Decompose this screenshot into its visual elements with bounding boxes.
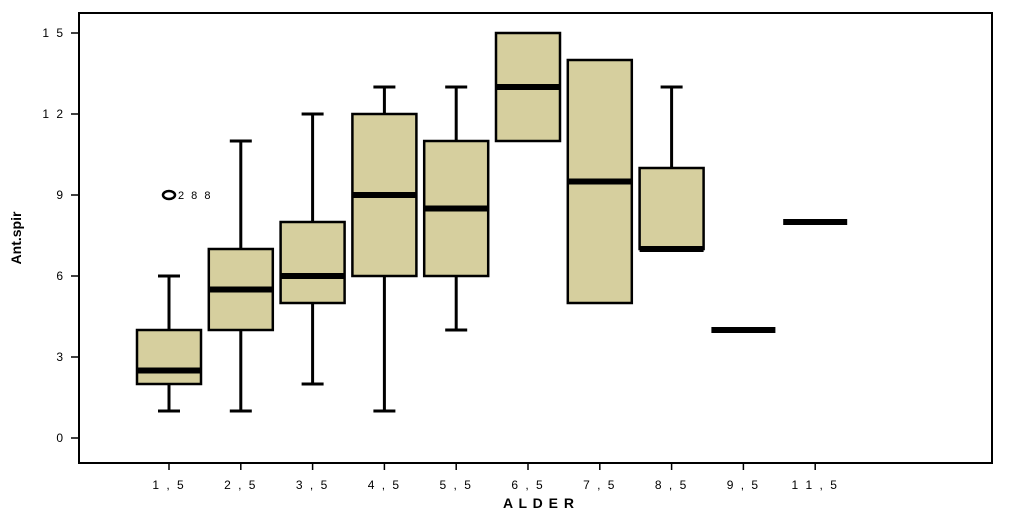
y-axis: 0 3 6 9 1 2 1 5 [42,26,79,445]
x-tick-label: 5 , 5 [440,478,473,492]
box-body [279,220,346,305]
x-tick-label: 7 , 5 [583,478,616,492]
x-tick-label: 4 , 5 [368,478,401,492]
y-tick-label: 1 2 [42,107,65,121]
outlier-label: 2 8 8 [178,190,212,202]
x-tick-label: 8 , 5 [655,478,688,492]
x-tick-label: 2 , 5 [224,478,257,492]
box-6 [494,31,562,143]
x-tick-label: 6 , 5 [511,478,544,492]
y-tick-label: 1 5 [42,26,65,40]
x-axis: 1 , 5 2 , 5 3 , 5 4 , 5 5 , 5 6 , 5 7 , 5 8 , 5… [152,463,839,492]
box-2 [207,139,275,413]
x-tick-label: 1 , 5 [152,478,185,492]
y-tick-label: 6 [56,269,65,283]
box-3 [279,112,346,386]
x-axis-title: A L D E R [503,495,575,511]
box-body [638,166,705,251]
plot-frame [78,12,993,464]
x-tick-label: 1 1 , 5 [792,478,839,492]
box-7 [566,58,634,305]
box-5 [422,85,490,332]
x-tick-label: 3 , 5 [296,478,329,492]
box-8 [638,85,705,252]
y-tick-label: 9 [56,188,65,202]
box-series [135,31,848,413]
box-4 [351,85,418,413]
x-tick-label: 9 , 5 [727,478,760,492]
y-axis-title: Ant.spir [8,211,24,264]
y-tick-label: 0 [56,431,65,445]
y-tick-label: 3 [56,350,65,364]
outlier-series: 2 8 8 [161,189,212,202]
box-1 [135,274,203,413]
box-body [135,328,203,386]
outlier-point [161,189,177,201]
